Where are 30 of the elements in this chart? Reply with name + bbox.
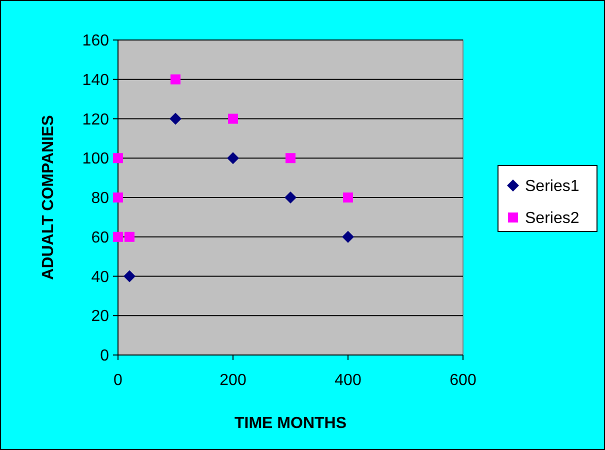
x-tick-label: 400 xyxy=(334,372,362,389)
y-tick-label: 0 xyxy=(100,348,110,365)
y-tick-label: 20 xyxy=(91,308,110,326)
point xyxy=(113,192,123,202)
point xyxy=(343,192,353,202)
y-tick-label: 80 xyxy=(91,190,110,208)
y-tick-label: 60 xyxy=(91,229,110,246)
x-axis-title: TIME MONTHS xyxy=(234,415,347,432)
x-tick-label: 600 xyxy=(450,372,476,389)
point xyxy=(286,153,296,164)
point xyxy=(284,192,296,204)
y-axis-title: ADUALT COMPANIES xyxy=(40,114,57,280)
point xyxy=(342,230,354,243)
point xyxy=(124,232,134,242)
x-tick-label: 0 xyxy=(114,372,123,389)
legend-label: Series2 xyxy=(525,210,580,228)
point xyxy=(113,232,123,242)
point xyxy=(170,112,182,125)
y-tick-label: 160 xyxy=(82,32,110,50)
point xyxy=(228,114,238,124)
point xyxy=(170,74,180,84)
x-tick-label: 200 xyxy=(220,372,246,389)
point xyxy=(227,152,239,164)
point xyxy=(113,153,123,164)
legend-label: Series1 xyxy=(525,178,580,196)
y-tick-label: 100 xyxy=(82,150,110,168)
y-tick-label: 40 xyxy=(91,268,110,286)
point xyxy=(124,270,136,282)
y-tick-label: 140 xyxy=(82,72,110,89)
y-tick-label: 120 xyxy=(82,111,110,128)
